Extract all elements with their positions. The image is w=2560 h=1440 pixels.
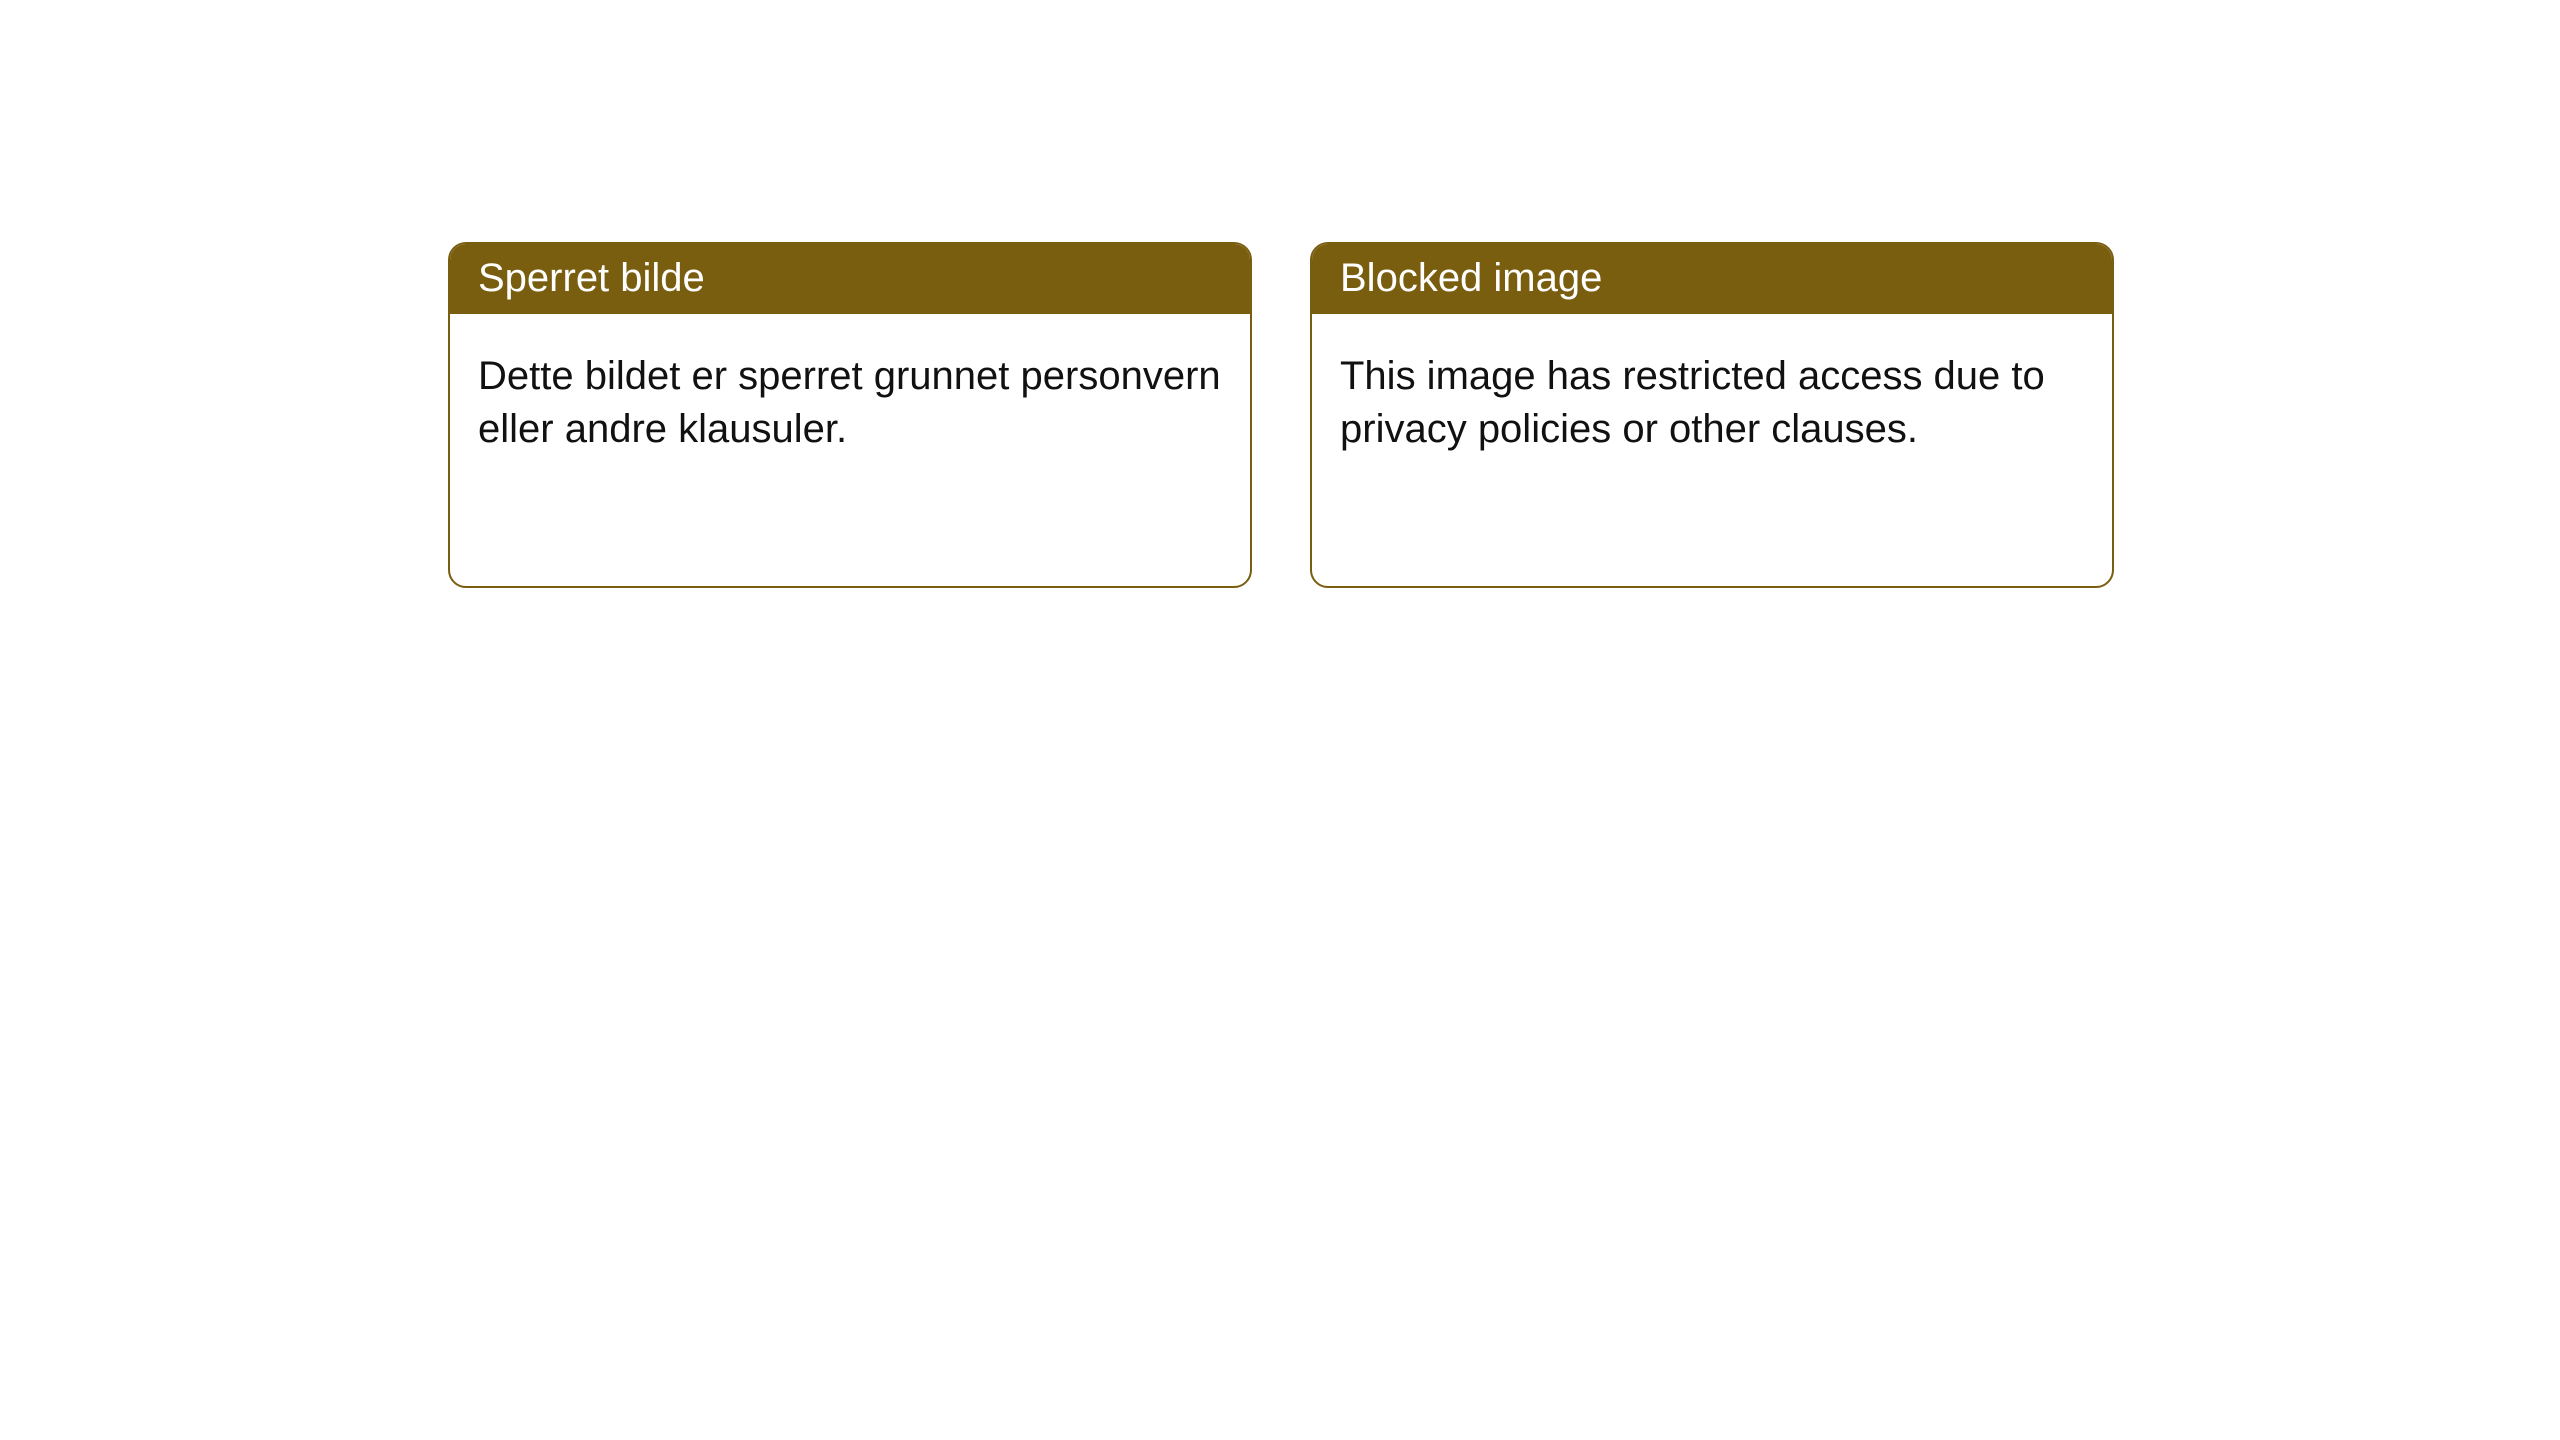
card-header-no: Sperret bilde (450, 244, 1250, 314)
card-header-en: Blocked image (1312, 244, 2112, 314)
blocked-image-card-en: Blocked image This image has restricted … (1310, 242, 2114, 588)
card-body-en: This image has restricted access due to … (1312, 314, 2112, 586)
cards-container: Sperret bilde Dette bildet er sperret gr… (0, 0, 2560, 588)
card-body-no: Dette bildet er sperret grunnet personve… (450, 314, 1250, 586)
blocked-image-card-no: Sperret bilde Dette bildet er sperret gr… (448, 242, 1252, 588)
